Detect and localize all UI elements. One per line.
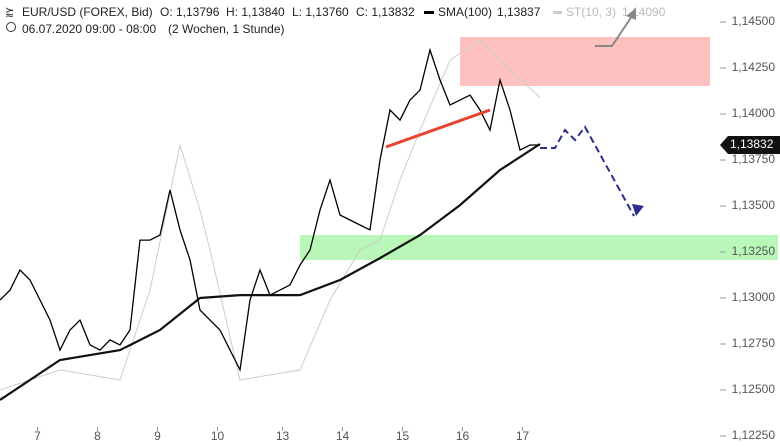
series-line [0,39,541,391]
gray-arrow [595,15,633,47]
arrow-head [632,204,644,216]
sma-value: 1,13837 [497,5,541,19]
x-tick-label: 10 [211,429,225,443]
price-tag: 1,13832 [730,137,774,151]
plot [0,39,541,401]
chart-icon: ⪸ [5,6,15,18]
low: L: 1,13760 [292,5,349,19]
series-line [0,143,541,401]
y-tick-label: 1,12500 [732,382,776,396]
st-swatch [553,11,562,14]
x-tick-label: 8 [94,429,101,443]
x-tick-label: 15 [396,429,410,443]
resistance-zone [460,37,710,86]
open: O: 1,13796 [160,5,220,19]
y-tick-label: 1,13000 [732,290,776,304]
series-line [0,47,540,373]
x-tick-label: 17 [516,429,530,443]
y-tick-label: 1,14500 [732,14,776,28]
st-name: ST(10, 3) [566,5,617,19]
sma-swatch [424,11,434,14]
price-tag-bg [720,135,780,154]
x-tick-label: 14 [336,429,350,443]
trend-line [385,108,491,149]
y-tick-label: 1,13750 [732,152,776,166]
y-tick-label: 1,13250 [732,244,776,258]
y-tick-label: 1,14000 [732,106,776,120]
close: C: 1,13832 [356,5,415,19]
high: H: 1,13840 [226,5,285,19]
y-tick-label: 1,13500 [732,198,776,212]
gray-arrow-head [626,8,636,20]
x-tick-label: 13 [276,429,290,443]
symbol: EUR/USD (FOREX, Bid) [22,5,153,19]
y-tick-label: 1,12250 [732,428,776,442]
x-tick-label: 9 [154,429,161,443]
support-zone [300,235,778,260]
x-tick-label: 16 [456,429,470,443]
period: 06.07.2020 09:00 - 08:00 [22,22,157,36]
clock-icon [6,22,16,32]
sma-name: SMA(100) [438,5,493,19]
y-tick-label: 1,14250 [732,60,776,74]
range: (2 Wochen, 1 Stunde) [168,22,285,36]
x-tick-label: 7 [34,429,41,443]
y-tick-label: 1,12750 [732,336,776,350]
forecast-arrow [540,125,635,217]
